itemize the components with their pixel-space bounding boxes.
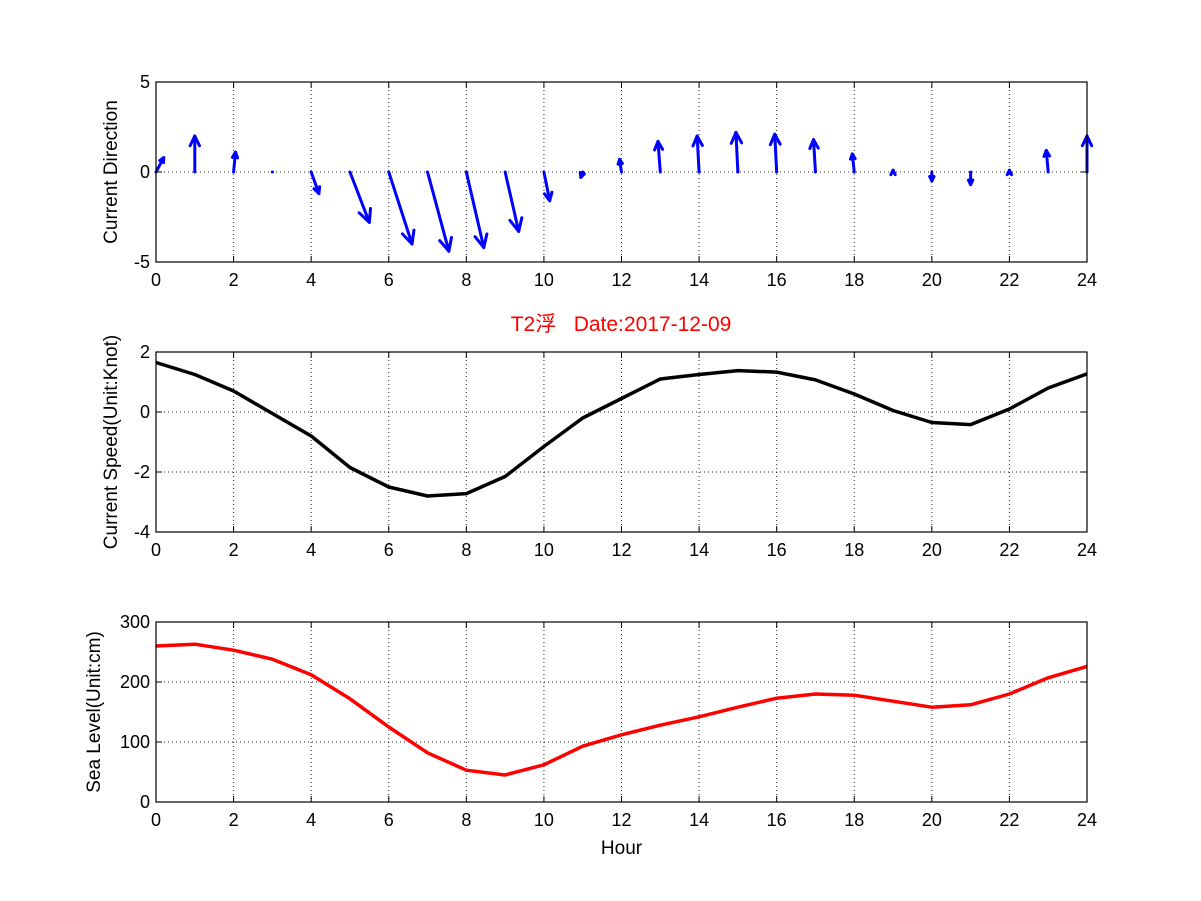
sea-level-x-tick-label: 20 xyxy=(922,810,942,830)
direction-arrow xyxy=(464,170,489,250)
direction-arrow xyxy=(1005,168,1014,177)
sea-level-grid xyxy=(156,622,1087,802)
direction-arrow xyxy=(848,152,857,174)
speed-x-tick-label: 4 xyxy=(306,540,316,560)
speed-x-tick-label: 22 xyxy=(999,540,1019,560)
direction-x-tick-label: 8 xyxy=(461,270,471,290)
direction-x-tick-label: 12 xyxy=(611,270,631,290)
sea-level-x-tick-label: 12 xyxy=(611,810,631,830)
direction-arrow xyxy=(928,170,936,183)
direction-ticks: 0 2 4 6 8 10 12 14 16 18 20 22 24-505 xyxy=(134,72,1097,290)
direction-arrow xyxy=(270,170,274,174)
direction-y-tick-label: 0 xyxy=(140,162,150,182)
direction-arrow xyxy=(387,170,416,246)
direction-x-tick-label: 24 xyxy=(1077,270,1097,290)
speed-y-tick-label: -4 xyxy=(134,522,150,542)
direction-x-tick-label: 14 xyxy=(689,270,709,290)
direction-arrow xyxy=(348,170,373,224)
speed-x-tick-label: 8 xyxy=(461,540,471,560)
sea-level-x-tick-label: 2 xyxy=(229,810,239,830)
direction-arrow xyxy=(188,134,201,174)
direction-x-tick-label: 22 xyxy=(999,270,1019,290)
speed-subplot: 0 2 4 6 8 10 12 14 16 18 20 22 24-4-202 Current Spee… xyxy=(101,335,1097,560)
direction-arrows xyxy=(154,130,1094,253)
direction-arrow xyxy=(768,132,782,174)
direction-arrow xyxy=(616,157,624,174)
sea-level-x-tick-label: 0 xyxy=(151,810,161,830)
direction-subplot: 0 2 4 6 8 10 12 14 16 18 20 22 24-505 Current Direct… xyxy=(101,72,1097,290)
speed-x-tick-label: 12 xyxy=(611,540,631,560)
direction-x-tick-label: 4 xyxy=(306,270,316,290)
sea-level-x-tick-label: 24 xyxy=(1077,810,1097,830)
sea-level-y-tick-label: 300 xyxy=(120,612,150,632)
direction-x-tick-label: 10 xyxy=(534,270,554,290)
direction-arrow xyxy=(578,170,586,179)
speed-x-tick-label: 0 xyxy=(151,540,161,560)
sea-level-line xyxy=(155,642,1088,777)
direction-arrow xyxy=(230,150,240,174)
speed-x-tick-label: 6 xyxy=(384,540,394,560)
speed-line xyxy=(155,360,1088,498)
sea-level-y-tick-label: 0 xyxy=(140,792,150,812)
direction-x-tick-label: 18 xyxy=(844,270,864,290)
speed-x-tick-label: 24 xyxy=(1077,540,1097,560)
direction-arrow xyxy=(808,138,820,174)
direction-arrow xyxy=(1042,148,1052,174)
speed-x-tick-label: 20 xyxy=(922,540,942,560)
speed-x-tick-label: 2 xyxy=(229,540,239,560)
direction-arrow xyxy=(154,156,166,174)
direction-arrow xyxy=(426,170,453,253)
direction-y-axis-label: Current Direction xyxy=(101,100,122,244)
direction-arrow xyxy=(966,170,975,187)
speed-y-tick-label: -2 xyxy=(134,462,150,482)
sea-level-y-tick-label: 100 xyxy=(120,732,150,752)
speed-x-tick-label: 14 xyxy=(689,540,709,560)
direction-y-tick-label: 5 xyxy=(140,72,150,92)
speed-ticks: 0 2 4 6 8 10 12 14 16 18 20 22 24-4-202 xyxy=(134,342,1097,560)
speed-x-tick-label: 10 xyxy=(534,540,554,560)
speed-x-tick-label: 16 xyxy=(767,540,787,560)
speed-y-tick-label: 0 xyxy=(140,402,150,422)
sea-level-x-tick-label: 6 xyxy=(384,810,394,830)
direction-x-tick-label: 2 xyxy=(229,270,239,290)
direction-arrow xyxy=(309,170,322,196)
speed-grid xyxy=(156,352,1087,532)
direction-arrow xyxy=(691,134,704,174)
direction-arrow xyxy=(542,170,554,203)
sea-level-x-tick-label: 18 xyxy=(844,810,864,830)
speed-series-line xyxy=(155,360,1088,498)
sea-level-x-tick-label: 14 xyxy=(689,810,709,830)
sea-level-series-line xyxy=(155,642,1088,777)
speed-x-tick-label: 18 xyxy=(844,540,864,560)
sea-level-x-axis-label: Hour xyxy=(601,838,643,859)
sea-level-x-tick-label: 16 xyxy=(767,810,787,830)
sea-level-x-tick-label: 4 xyxy=(306,810,316,830)
sea-level-x-tick-label: 10 xyxy=(534,810,554,830)
direction-x-tick-label: 16 xyxy=(767,270,787,290)
speed-y-tick-label: 2 xyxy=(140,342,150,362)
direction-arrow xyxy=(729,130,744,174)
speed-y-axis-label: Current Speed(Unit:Knot) xyxy=(101,335,122,549)
direction-arrow xyxy=(503,170,524,233)
direction-arrow xyxy=(889,168,897,177)
sea-level-y-tick-label: 200 xyxy=(120,672,150,692)
direction-x-tick-label: 0 xyxy=(151,270,161,290)
figure-title: T2浮 Date:2017-12-09 xyxy=(511,313,732,336)
direction-x-tick-label: 6 xyxy=(384,270,394,290)
sea-level-x-tick-label: 8 xyxy=(461,810,471,830)
sea-level-x-tick-label: 22 xyxy=(999,810,1019,830)
direction-arrow xyxy=(653,139,665,174)
direction-x-tick-label: 20 xyxy=(922,270,942,290)
direction-y-tick-label: -5 xyxy=(134,252,150,272)
sea-level-y-axis-label: Sea Level(Unit:cm) xyxy=(84,631,105,793)
